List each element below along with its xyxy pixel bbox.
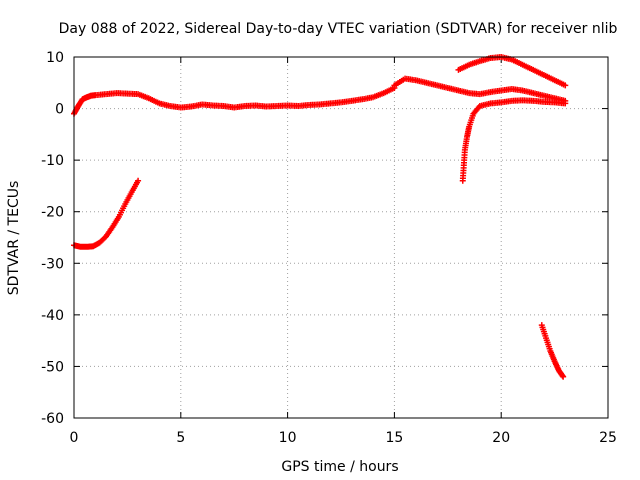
x-tick-label: 20 xyxy=(492,430,510,446)
grid-lines xyxy=(74,57,608,418)
x-axis-label: GPS time / hours xyxy=(281,459,398,475)
y-tick-label: -60 xyxy=(41,411,64,427)
data-points xyxy=(391,75,569,104)
plot-frame xyxy=(73,56,609,419)
series-arc-18h-high xyxy=(455,54,569,89)
y-tick-label: -30 xyxy=(41,256,64,272)
data-points xyxy=(459,97,569,184)
series-arc-main-15-23 xyxy=(391,75,569,104)
x-tick-label: 0 xyxy=(70,430,79,446)
x-tick-label: 15 xyxy=(385,430,403,446)
series-arc-22h-low xyxy=(538,322,567,380)
y-tick-label: -20 xyxy=(41,205,64,221)
x-tick-label: 25 xyxy=(599,430,617,446)
axis-ticks: 0 5 10 15 20 25 10 0 -10 -20 -30 -40 -50 -60 xyxy=(41,50,617,446)
y-tick-label: -50 xyxy=(41,359,64,375)
y-tick-label: 10 xyxy=(46,50,64,66)
chart-title: Day 088 of 2022, Sidereal Day-to-day VTE… xyxy=(59,21,618,37)
data-points xyxy=(455,54,569,89)
data-points xyxy=(538,322,567,380)
y-tick-label: 0 xyxy=(55,102,64,118)
x-tick-label: 5 xyxy=(176,430,185,446)
y-tick-label: -40 xyxy=(41,308,64,324)
series-arc-18h-rise xyxy=(459,97,569,184)
x-tick-label: 10 xyxy=(279,430,297,446)
y-tick-label: -10 xyxy=(41,153,64,169)
y-axis-label: SDTVAR / TECUs xyxy=(6,181,22,296)
